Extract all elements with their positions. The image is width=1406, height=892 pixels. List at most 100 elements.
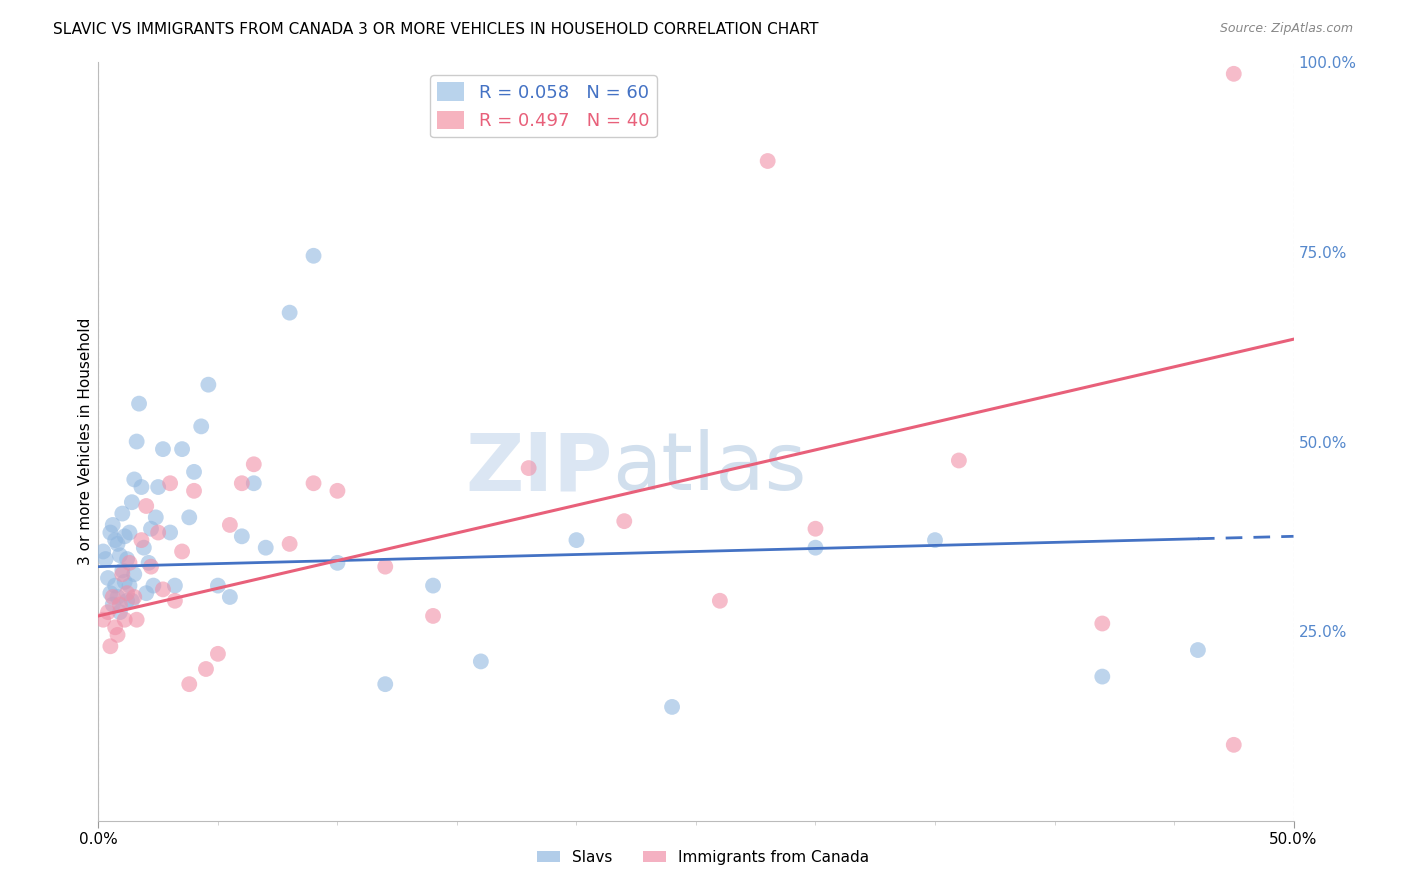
Point (111, 564, 134, 578)
Point (517, 461, 540, 475)
Point (107, 628, 129, 642)
Point (207, 647, 229, 661)
Point (121, 594, 143, 608)
Point (98, 639, 122, 653)
Point (197, 377, 219, 392)
Point (98, 586, 122, 600)
Point (91, 613, 114, 627)
Point (613, 514, 636, 528)
Point (924, 533, 946, 548)
Point (107, 590, 129, 604)
Point (709, 594, 731, 608)
Point (142, 579, 165, 593)
Point (1187, 643, 1209, 657)
Point (152, 442, 174, 457)
Point (1223, 738, 1246, 752)
Legend: R = 0.058   N = 60, R = 0.497   N = 40: R = 0.058 N = 60, R = 0.497 N = 40 (430, 75, 657, 137)
Point (661, 699, 683, 714)
Point (1223, 67, 1246, 81)
Point (756, 153, 779, 168)
Point (326, 556, 349, 570)
Legend: Slavs, Immigrants from Canada: Slavs, Immigrants from Canada (530, 844, 876, 871)
Point (278, 305, 301, 319)
Point (108, 548, 131, 563)
Point (207, 579, 229, 593)
Point (101, 590, 124, 604)
Point (104, 533, 127, 548)
Point (159, 525, 181, 540)
Point (804, 541, 827, 555)
Point (131, 533, 153, 548)
Point (111, 567, 134, 582)
Point (114, 613, 136, 627)
Point (135, 586, 157, 600)
Point (131, 480, 153, 494)
Point (374, 559, 396, 574)
Point (124, 567, 146, 582)
Point (148, 480, 170, 494)
Point (115, 594, 138, 608)
Point (1091, 669, 1114, 683)
Point (183, 483, 205, 498)
Point (172, 544, 194, 558)
Point (145, 510, 167, 524)
Point (104, 579, 127, 593)
Point (97, 605, 120, 619)
Point (163, 579, 186, 593)
Point (104, 620, 127, 634)
Point (115, 586, 138, 600)
Point (115, 552, 138, 566)
Point (139, 522, 162, 536)
Point (278, 537, 301, 551)
Point (231, 529, 253, 543)
Point (219, 517, 242, 532)
Point (114, 574, 136, 589)
Point (101, 517, 124, 532)
Point (138, 556, 160, 570)
Point (326, 483, 349, 498)
Point (101, 598, 124, 612)
Point (179, 510, 201, 524)
Point (172, 442, 194, 457)
Point (422, 579, 444, 593)
Point (114, 529, 136, 543)
Point (374, 677, 396, 691)
Point (124, 473, 146, 487)
Text: Source: ZipAtlas.com: Source: ZipAtlas.com (1219, 22, 1353, 36)
Point (108, 605, 131, 619)
Point (125, 613, 148, 627)
Point (148, 525, 170, 540)
Point (121, 495, 143, 509)
Point (139, 559, 162, 574)
Point (91, 544, 114, 558)
Point (118, 556, 141, 570)
Point (195, 662, 218, 676)
Point (231, 476, 253, 491)
Point (111, 507, 134, 521)
Point (118, 525, 141, 540)
Point (118, 579, 141, 593)
Point (125, 434, 148, 449)
Point (98, 525, 122, 540)
Point (948, 453, 970, 467)
Point (163, 594, 186, 608)
Point (219, 590, 242, 604)
Point (132, 541, 155, 555)
Point (179, 677, 201, 691)
Point (190, 419, 212, 434)
Point (565, 533, 588, 548)
Point (183, 465, 205, 479)
Point (470, 655, 492, 669)
Point (107, 537, 129, 551)
Point (302, 476, 325, 491)
Point (804, 522, 827, 536)
Text: SLAVIC VS IMMIGRANTS FROM CANADA 3 OR MORE VEHICLES IN HOUSEHOLD CORRELATION CHA: SLAVIC VS IMMIGRANTS FROM CANADA 3 OR MO… (53, 22, 818, 37)
Point (128, 396, 150, 410)
Text: atlas: atlas (613, 429, 807, 507)
Y-axis label: 3 or more Vehicles in Household: 3 or more Vehicles in Household (77, 318, 93, 566)
Text: ZIP: ZIP (465, 429, 613, 507)
Point (243, 476, 266, 491)
Point (159, 476, 181, 491)
Point (422, 608, 444, 623)
Point (1091, 616, 1114, 631)
